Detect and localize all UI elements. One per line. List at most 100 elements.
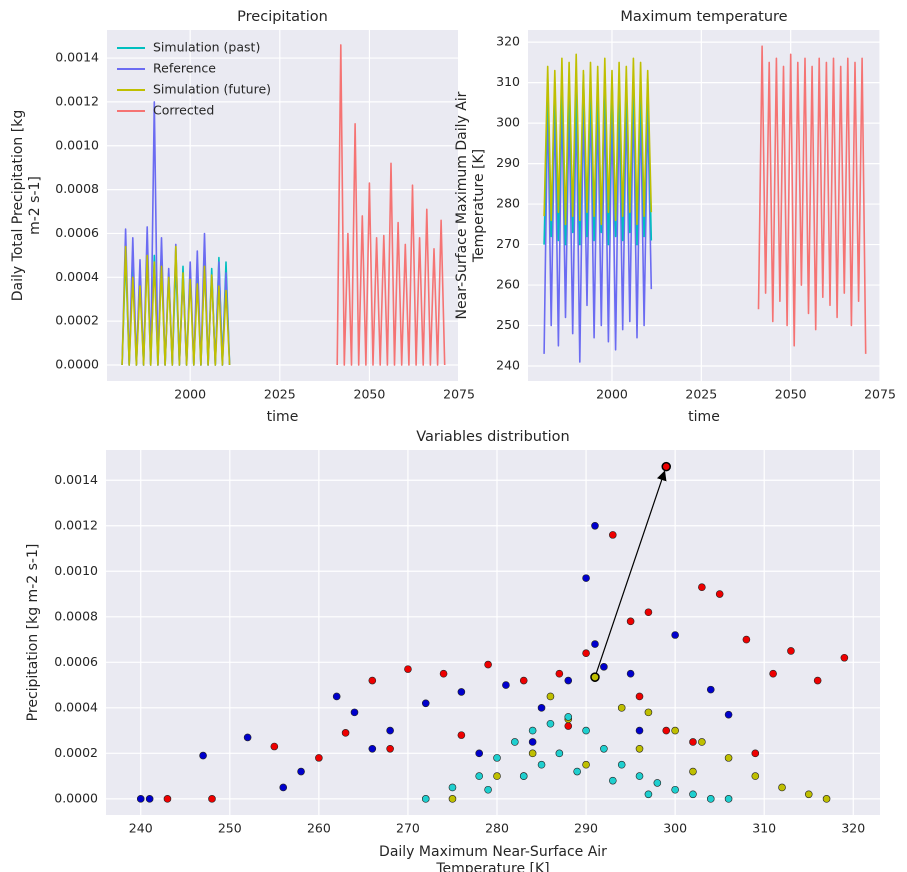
y-axis-label: Near-Surface Maximum Daily Air: [454, 91, 470, 319]
y-tick-label: 260: [496, 277, 520, 292]
scatter-point: [698, 738, 706, 746]
scatter-point: [582, 649, 590, 658]
y-tick-label: 0.0004: [54, 699, 98, 714]
scatter-point: [671, 726, 679, 735]
scatter-point: [564, 713, 573, 721]
y-axis-label: Daily Total Precipitation [kg: [10, 110, 26, 301]
x-tick-label: 240: [129, 821, 153, 836]
y-tick-label: 250: [496, 317, 520, 332]
scatter-point: [564, 722, 573, 730]
scatter-point: [537, 760, 546, 769]
scatter-point: [511, 738, 519, 746]
y-tick-label: 0.0006: [54, 654, 98, 669]
scatter-point: [813, 676, 822, 685]
scatter-point: [546, 719, 555, 728]
highlight-point: [590, 672, 600, 682]
scatter-point: [145, 795, 154, 803]
y-tick-label: 290: [496, 155, 520, 170]
scatter-point: [706, 795, 715, 803]
scatter-point: [582, 574, 590, 582]
scatter-point: [822, 795, 831, 803]
y-axis-label: Temperature [K]: [471, 149, 487, 263]
scatter-point: [689, 790, 697, 799]
y-tick-label: 310: [496, 74, 520, 89]
scatter-point: [582, 726, 590, 735]
scatter-point: [698, 583, 706, 592]
y-tick-label: 0.0014: [54, 472, 98, 487]
x-tick-label: 2000: [174, 387, 206, 402]
x-tick-label: 320: [841, 821, 865, 836]
scatter-point: [787, 647, 795, 655]
y-axis-label: m-2 s-1]: [27, 176, 43, 235]
scatter-point: [484, 785, 492, 794]
scatter-point: [644, 708, 653, 717]
x-tick-label: 2000: [596, 387, 628, 402]
series-line: [757, 45, 867, 354]
x-tick-label: 2025: [264, 387, 296, 402]
y-tick-label: 0.0004: [55, 269, 99, 284]
scatter-point: [840, 653, 849, 662]
y-tick-label: 0.0008: [55, 181, 99, 196]
legend-label: Reference: [153, 61, 216, 76]
scatter-point: [635, 744, 644, 753]
scatter-point: [742, 635, 751, 644]
plot-marks: [543, 45, 867, 363]
chart-title: Maximum temperature: [620, 9, 787, 25]
scatter-point: [591, 521, 599, 530]
y-tick-label: 0.0010: [55, 137, 99, 152]
scatter-point: [448, 783, 457, 792]
chart-title: Precipitation: [237, 9, 328, 25]
scatter-point: [608, 776, 617, 785]
chart-title: Variables distribution: [416, 429, 570, 445]
scatter-point: [368, 676, 377, 685]
y-tick-label: 0.0010: [54, 563, 98, 578]
scatter-point: [528, 738, 537, 746]
scatter-point: [421, 699, 430, 708]
scatter-point: [136, 795, 145, 803]
scatter-point: [600, 663, 608, 671]
series-line: [336, 44, 446, 366]
scatter-point: [644, 608, 653, 617]
scatter-point: [332, 692, 341, 701]
y-tick-label: 0.0002: [54, 745, 98, 760]
y-tick-label: 0.0012: [54, 517, 98, 532]
scatter-point: [457, 731, 466, 739]
y-axis-label: Precipitation [kg m-2 s-1]: [25, 544, 41, 722]
scatter-point: [484, 660, 492, 669]
scatter-point: [751, 772, 760, 780]
scatter-point: [279, 783, 288, 792]
scatter-point: [493, 754, 501, 762]
scatter-point: [662, 726, 671, 735]
x-tick-label: 280: [485, 821, 509, 836]
scatter-point: [689, 767, 697, 776]
scatter-point: [243, 733, 252, 742]
scatter-point: [528, 749, 537, 758]
y-tick-label: 0.0014: [55, 50, 99, 65]
scatter-point: [626, 617, 635, 626]
scatter-point: [626, 669, 635, 678]
scatter-point: [341, 729, 350, 737]
y-tick-label: 0.0008: [54, 608, 98, 623]
scatter-point: [519, 772, 528, 780]
scatter-point: [644, 790, 653, 799]
annotation-arrow: [594, 470, 667, 678]
scatter-point: [778, 783, 786, 792]
scatter-point: [163, 795, 172, 803]
scatter-point: [386, 744, 394, 753]
scatter-point: [608, 531, 617, 539]
plot-marks: [136, 462, 849, 803]
scatter-point: [199, 751, 207, 760]
scatter-point: [573, 767, 581, 776]
scatter-point: [475, 772, 483, 780]
highlight-point: [661, 461, 671, 472]
scatter-point: [769, 669, 777, 678]
scatter-point: [528, 726, 537, 735]
y-tick-label: 0.0002: [55, 313, 99, 328]
scatter-point: [671, 785, 679, 794]
scatter-point: [502, 681, 510, 689]
series-line: [121, 245, 231, 366]
y-tick-label: 280: [496, 196, 520, 211]
scatter-point: [724, 754, 733, 762]
scatter-point: [270, 742, 279, 751]
scatter-point: [493, 772, 501, 780]
